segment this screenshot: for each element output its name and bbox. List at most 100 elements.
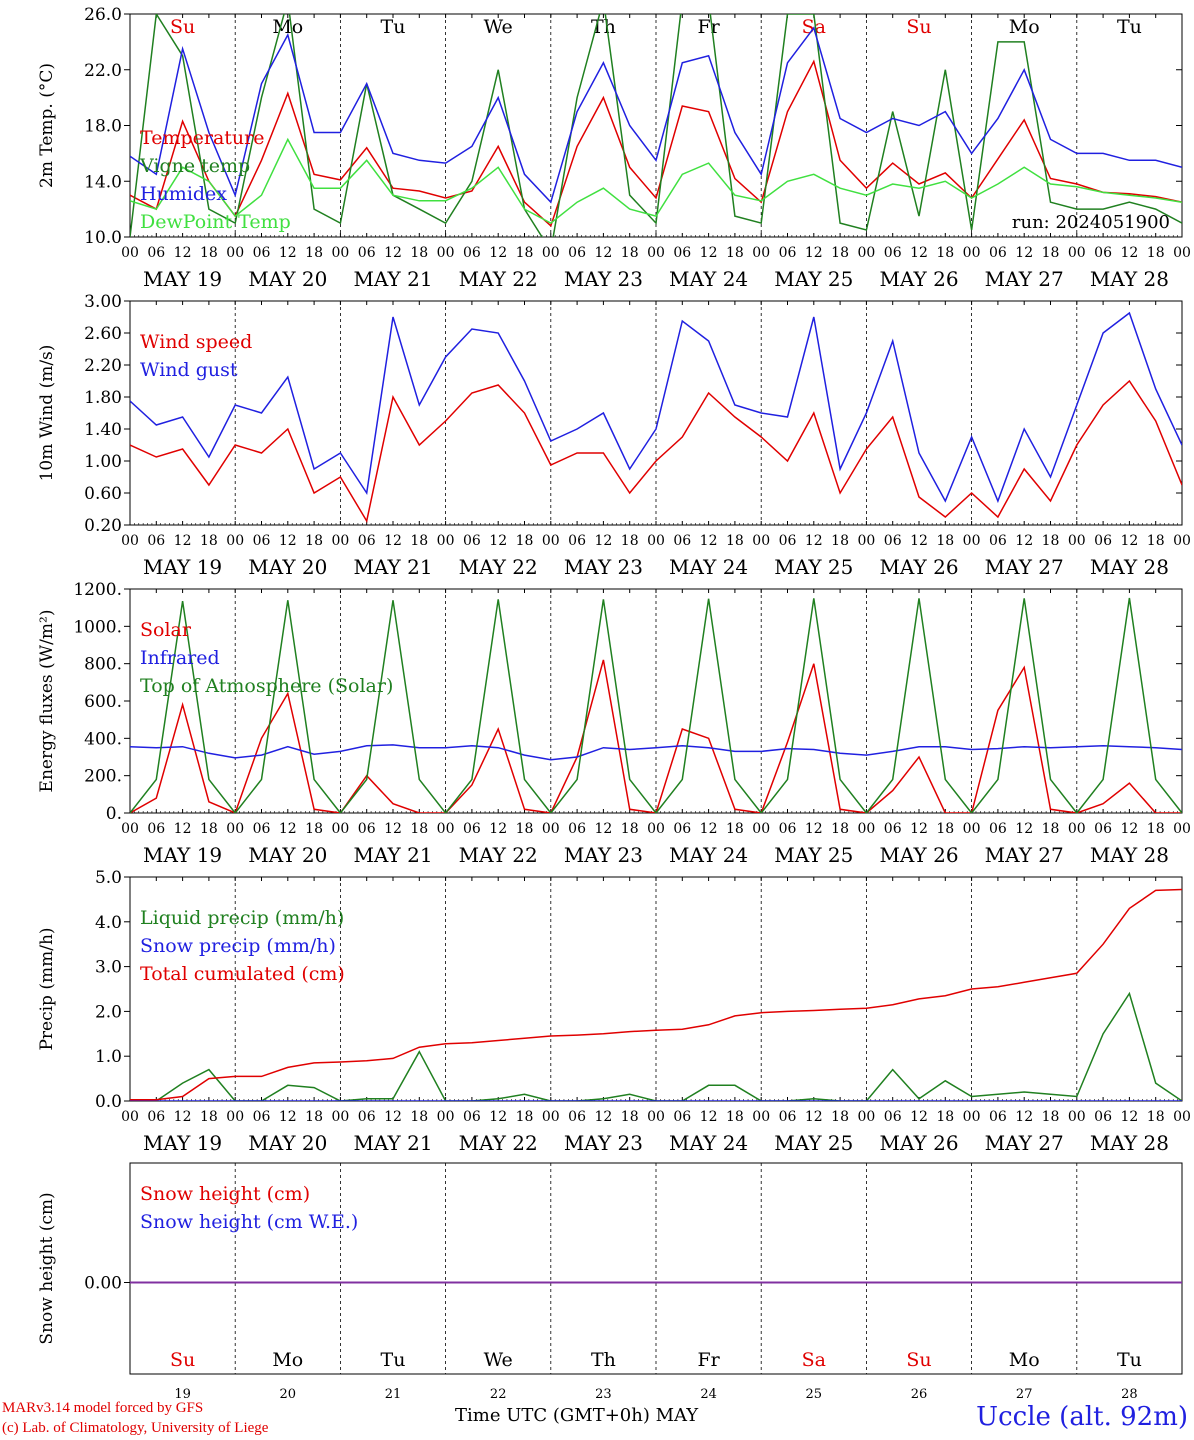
- legend-entry: Temperature: [140, 127, 264, 149]
- x-hour-label: 18: [1042, 821, 1060, 837]
- x-date-label: MAY 23: [564, 555, 643, 579]
- x-hour-label: 00: [1173, 821, 1191, 837]
- x-hour-label: 12: [1120, 533, 1138, 549]
- x-hour-label: 12: [1015, 533, 1033, 549]
- series-line: [130, 379, 1182, 524]
- y-tick-label: 2.20: [84, 356, 122, 376]
- weekday-label: Mo: [272, 1349, 303, 1371]
- x-date-label: MAY 21: [353, 1131, 432, 1155]
- x-date-label: MAY 28: [1090, 555, 1169, 579]
- x-hour-label: 06: [253, 533, 271, 549]
- x-hour-label: 18: [726, 533, 744, 549]
- x-hour-label: 18: [621, 533, 639, 549]
- x-hour-label: 06: [779, 533, 797, 549]
- x-hour-label: 00: [331, 533, 349, 549]
- x-date-label: MAY 20: [248, 555, 327, 579]
- x-hour-label: 06: [1094, 245, 1112, 261]
- x-hour-label: 18: [936, 245, 954, 261]
- x-hour-label: 00: [542, 245, 560, 261]
- series-line: [130, 888, 1182, 1101]
- x-date-label: MAY 28: [1090, 843, 1169, 867]
- y-axis-label: Energy fluxes (W/m²): [37, 610, 57, 793]
- x-hour-label: 06: [989, 245, 1007, 261]
- y-tick-label: 10.0: [84, 228, 122, 248]
- x-hour-label: 06: [147, 533, 165, 549]
- x-date-label: MAY 21: [353, 555, 432, 579]
- x-hour-label: 18: [621, 245, 639, 261]
- x-date-label: MAY 22: [459, 267, 538, 291]
- y-tick-label: 3.0: [95, 958, 122, 978]
- day-number-label: 19: [174, 1387, 191, 1402]
- legend-entry: DewPoint Temp: [140, 211, 291, 233]
- x-hour-label: 00: [963, 245, 981, 261]
- x-hour-label: 06: [358, 1109, 376, 1125]
- x-hour-label: 00: [857, 1109, 875, 1125]
- legend-entry: Snow precip (mm/h): [140, 935, 336, 957]
- legend-entry: Wind gust: [140, 359, 238, 381]
- x-hour-label: 18: [1147, 533, 1165, 549]
- x-hour-label: 06: [673, 821, 691, 837]
- legend-entry: Top of Atmosphere (Solar): [140, 675, 393, 697]
- x-hour-label: 12: [805, 533, 823, 549]
- x-hour-label: 12: [910, 1109, 928, 1125]
- x-hour-label: 06: [147, 245, 165, 261]
- x-hour-label: 12: [594, 533, 612, 549]
- x-date-label: MAY 25: [774, 555, 853, 579]
- legend-entry: Vigne temp: [139, 155, 250, 177]
- x-hour-label: 18: [1042, 1109, 1060, 1125]
- x-hour-label: 06: [568, 1109, 586, 1125]
- x-hour-label: 06: [673, 533, 691, 549]
- x-hour-label: 12: [279, 1109, 297, 1125]
- x-date-label: MAY 22: [459, 555, 538, 579]
- x-date-label: MAY 26: [879, 843, 958, 867]
- x-hour-label: 18: [305, 245, 323, 261]
- x-hour-label: 00: [647, 1109, 665, 1125]
- x-hour-label: 18: [831, 821, 849, 837]
- x-hour-label: 06: [358, 245, 376, 261]
- weekday-label: Tu: [381, 16, 406, 38]
- x-hour-label: 00: [1173, 1109, 1191, 1125]
- y-axis-label: Snow height (cm): [37, 1192, 57, 1344]
- x-hour-label: 12: [489, 821, 507, 837]
- x-hour-label: 18: [1147, 245, 1165, 261]
- x-hour-label: 00: [437, 1109, 455, 1125]
- weekday-label: Fr: [697, 1349, 720, 1371]
- series-line: [130, 26, 1182, 204]
- day-number-label: 24: [700, 1387, 717, 1402]
- series-line: [130, 744, 1182, 761]
- x-hour-label: 06: [253, 1109, 271, 1125]
- x-hour-label: 06: [1094, 821, 1112, 837]
- day-number-label: 27: [1016, 1387, 1033, 1402]
- x-hour-label: 12: [489, 245, 507, 261]
- y-tick-label: 800.: [84, 655, 122, 675]
- x-hour-label: 06: [358, 533, 376, 549]
- x-hour-label: 18: [410, 1109, 428, 1125]
- day-number-label: 20: [280, 1387, 297, 1402]
- y-tick-label: 200.: [84, 767, 122, 787]
- x-hour-label: 12: [384, 245, 402, 261]
- time-axis-label: Time UTC (GMT+0h) MAY: [455, 1405, 699, 1426]
- x-hour-label: 00: [226, 533, 244, 549]
- y-tick-label: 26.0: [84, 5, 122, 25]
- x-date-label: MAY 28: [1090, 267, 1169, 291]
- x-hour-label: 00: [331, 821, 349, 837]
- x-hour-label: 00: [857, 533, 875, 549]
- x-hour-label: 18: [305, 821, 323, 837]
- plot-frame: [129, 588, 1183, 814]
- x-hour-label: 00: [857, 245, 875, 261]
- weekday-label: Mo: [1009, 1349, 1040, 1371]
- weekday-label: Sa: [802, 1349, 826, 1371]
- day-number-label: 25: [806, 1387, 823, 1402]
- series-line: [130, 991, 1182, 1101]
- y-tick-label: 1.0: [95, 1047, 122, 1067]
- x-hour-label: 12: [594, 245, 612, 261]
- y-tick-label: 0.0: [95, 1092, 122, 1112]
- weekday-label: Su: [906, 16, 931, 38]
- x-hour-label: 00: [437, 245, 455, 261]
- day-number-label: 26: [911, 1387, 928, 1402]
- x-date-label: MAY 20: [248, 267, 327, 291]
- y-axis-label: Precip (mm/h): [37, 927, 57, 1050]
- x-hour-label: 06: [463, 245, 481, 261]
- x-date-label: MAY 27: [985, 267, 1064, 291]
- y-axis-label: 10m Wind (m/s): [37, 345, 57, 482]
